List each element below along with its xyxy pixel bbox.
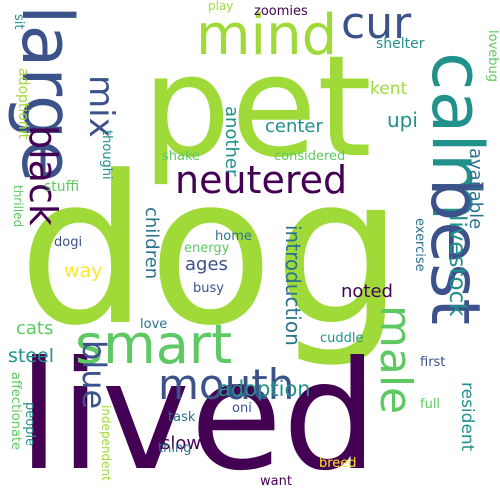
- word-cur: cur: [341, 0, 412, 49]
- word-shake: shake: [162, 149, 201, 164]
- word-thrilled: thrilled: [11, 185, 25, 228]
- word-exercise: exercise: [412, 218, 427, 272]
- word-adoptionit: adoptionit: [15, 68, 31, 140]
- word-oni: oni: [232, 401, 252, 416]
- word-black: black: [21, 125, 65, 226]
- word-want: want: [260, 474, 292, 489]
- word-thoughi: thoughi: [99, 130, 114, 180]
- word-blue: blue: [75, 340, 113, 410]
- word-cats: cats: [16, 318, 54, 339]
- word-independent: independent: [99, 405, 113, 481]
- word-mix: mix: [81, 75, 121, 138]
- word-livestock: livestock: [444, 215, 470, 317]
- word-ages: ages: [185, 254, 228, 275]
- word-mouth: mouth: [158, 360, 295, 409]
- word-people: people: [22, 402, 37, 447]
- word-love: love: [140, 317, 168, 332]
- word-dog: dog: [18, 133, 404, 371]
- word-another: another: [221, 106, 242, 177]
- word-smart: smart: [75, 313, 233, 376]
- word-way: way: [64, 260, 103, 282]
- word-first: first: [420, 355, 446, 370]
- word-busy: busy: [193, 281, 224, 296]
- word-lived: lived: [18, 330, 378, 500]
- word-lovebug: lovebug: [485, 30, 500, 82]
- word-full: full: [420, 397, 441, 412]
- word-mind: mind: [196, 3, 338, 68]
- word-male: male: [370, 305, 421, 415]
- word-affectionate: affectionate: [8, 372, 23, 451]
- word-steel: steel: [8, 345, 55, 367]
- word-stuffi: stuffi: [44, 179, 80, 195]
- word-home: home: [215, 229, 252, 244]
- word-shelter: shelter: [376, 36, 425, 52]
- word-sit: sit: [11, 14, 26, 30]
- word-kent: kent: [370, 79, 408, 99]
- word-center: center: [265, 116, 323, 137]
- word-resident: resident: [457, 382, 477, 452]
- word-children: children: [141, 207, 162, 280]
- word-pet: pet: [142, 26, 372, 189]
- word-noted: noted: [341, 281, 393, 302]
- word-play: play: [208, 0, 234, 13]
- word-neutered: neutered: [175, 158, 348, 202]
- word-available: available: [465, 148, 486, 230]
- word-slow: slow: [161, 433, 202, 454]
- word-thing: thing: [158, 441, 192, 456]
- word-zoomies: zoomies: [254, 4, 308, 19]
- word-introduction: introduction: [281, 225, 305, 346]
- word-breed: breed: [319, 456, 357, 471]
- word-cuddle: cuddle: [320, 331, 364, 346]
- word-dogi: dogi: [54, 235, 83, 250]
- word-adoption: adoption: [218, 377, 311, 401]
- word-upi: upi: [387, 108, 418, 132]
- word-energy: energy: [184, 241, 230, 256]
- word-considered: considered: [274, 149, 346, 164]
- word-task: task: [168, 410, 196, 425]
